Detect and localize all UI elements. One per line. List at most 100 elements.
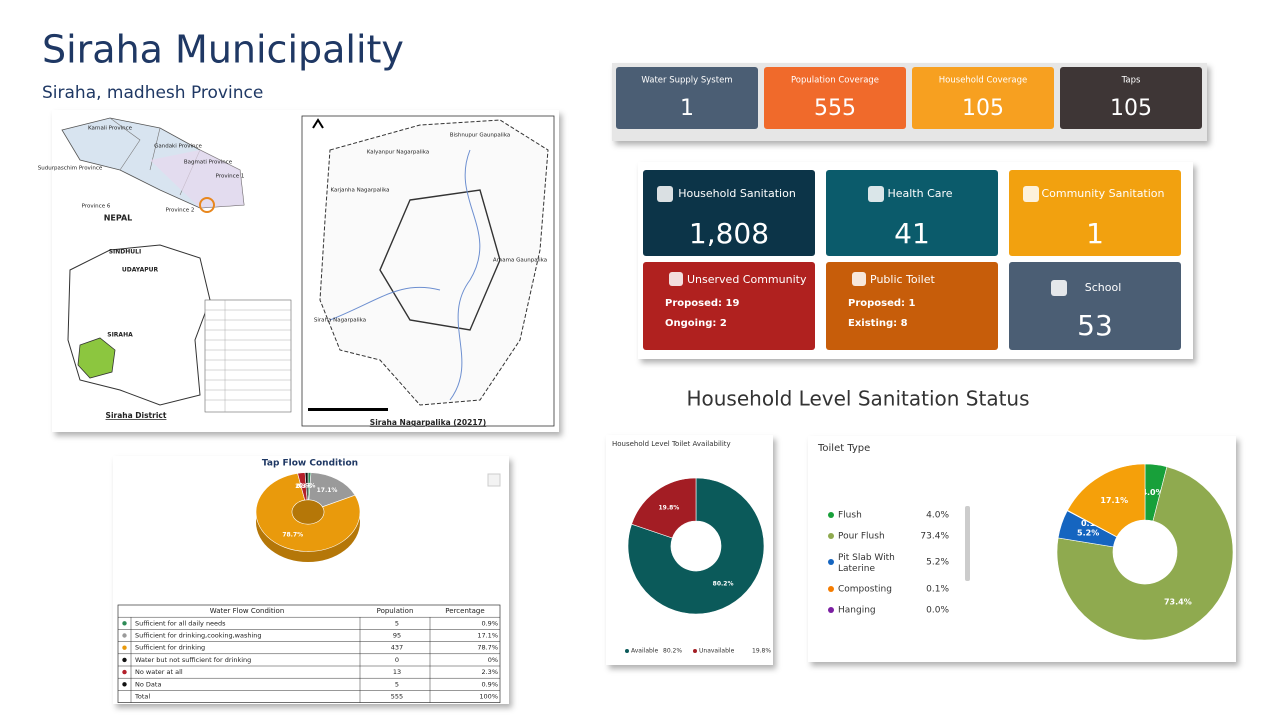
legend-label: Unavailable [699, 648, 735, 655]
map-label: Province 6 [82, 204, 111, 210]
district-highlight [77, 337, 116, 379]
legend-label: Hanging [838, 606, 876, 616]
legend-value: 5.2% [926, 558, 949, 568]
legend-dot [828, 586, 834, 592]
slice-label: 73.4% [1164, 598, 1192, 607]
table-header: Population [377, 607, 414, 615]
map-label: Kalyanpur Nagarpalika [367, 150, 430, 156]
slice-label: 78.7% [282, 532, 303, 539]
legend-dot [122, 669, 127, 675]
table-cell: 95 [393, 632, 401, 640]
card-line: Existing: 8 [848, 318, 908, 329]
legend-label: Flush [838, 511, 862, 521]
legend-label: Pit Slab With Laterine [838, 553, 895, 574]
stat-card [1060, 67, 1202, 129]
stat-card [764, 67, 906, 129]
card-icon [1051, 280, 1067, 296]
stat-card [616, 67, 758, 129]
legend-label: Available [631, 648, 658, 655]
table-header: Water Flow Condition [210, 607, 285, 615]
table-cell: Sufficient for drinking [135, 644, 205, 652]
map-label: SIRAHA [107, 332, 133, 339]
legend-dot [828, 533, 834, 539]
stat-label: Population Coverage [791, 76, 879, 86]
table-cell: 555 [391, 693, 403, 701]
card-icon [852, 272, 866, 286]
card-value: 1,808 [689, 217, 769, 250]
table-cell: 0% [488, 656, 498, 664]
table-cell: 437 [391, 644, 403, 652]
table-cell: Sufficient for drinking,cooking,washing [135, 632, 262, 640]
legend-dot [693, 649, 697, 653]
table-cell: 0.9% [481, 619, 498, 627]
card-label: Health Care [887, 187, 952, 200]
map-label: Karnali Province [88, 126, 133, 132]
subtitle: Siraha, madhesh Province [42, 83, 263, 103]
slice-label: 0.9% [301, 483, 318, 490]
stat-value: 1 [680, 96, 694, 121]
section-title: Household Level Sanitation Status [686, 387, 1029, 411]
stat-value: 555 [814, 96, 856, 121]
map-label: SINDHULI [109, 249, 142, 256]
card-label: School [1085, 281, 1122, 294]
municipality-map [319, 119, 549, 406]
map-labels: Karnali Province Gandaki Province Bagmati … [38, 126, 547, 428]
legend-dot [625, 649, 629, 653]
legend-dot [122, 621, 127, 626]
table-cell: Total [134, 693, 150, 701]
table-cell: 100% [479, 693, 498, 701]
north-arrow [312, 118, 324, 129]
stat-value: 105 [962, 96, 1004, 121]
map-label: Bagmati Province [184, 160, 233, 166]
map-label: Gandaki Province [154, 144, 202, 150]
code-table [204, 299, 292, 413]
card-icon [657, 186, 673, 202]
stat-value: 105 [1110, 96, 1152, 121]
card-label: Community Sanitation [1041, 187, 1164, 200]
pie-slice [627, 477, 765, 615]
legend-dot [122, 682, 127, 687]
legend-dot [122, 645, 127, 650]
legend-value: 0.1% [926, 585, 949, 595]
pie-slice [304, 472, 309, 501]
stat-card [826, 262, 998, 350]
table-cell: No Data [135, 680, 161, 688]
siraha-marker [199, 197, 215, 213]
stat-label: Household Coverage [939, 76, 1027, 86]
card-label: Household Sanitation [678, 187, 796, 200]
map-label: Siraha District [106, 411, 167, 420]
slice-label: 19.8% [658, 505, 679, 512]
legend-value: 19.8% [752, 648, 771, 655]
stat-card [643, 170, 815, 256]
map-label: Arnama Gaunpalika [493, 258, 547, 264]
slice-label: 17.1% [1100, 496, 1128, 505]
map-label: Karjanha Nagarpalika [330, 188, 389, 194]
map-label: Siraha Nagarpalika [314, 318, 366, 324]
card-value: 1 [1086, 217, 1104, 250]
slice-label: 2.3% [295, 483, 312, 490]
card-label: Unserved Community [687, 273, 807, 286]
card-line: Proposed: 19 [665, 298, 739, 309]
map-label: Province 2 [166, 208, 195, 214]
pie-slice [255, 472, 361, 552]
pie-slice [1056, 466, 1234, 641]
map-caption: Siraha Nagarpalika (20217) [370, 418, 486, 427]
menu-button[interactable] [487, 473, 501, 487]
slice-label: 17.1% [317, 487, 338, 494]
legend-dot [828, 512, 834, 518]
stat-card [1009, 170, 1181, 256]
rivers [329, 149, 481, 401]
table-cell: Water but not sufficient for drinking [135, 656, 251, 664]
pie-slice [1067, 463, 1146, 538]
map-label: Sudurpaschim Province [38, 166, 103, 172]
card-line: Proposed: 1 [848, 298, 916, 309]
municipality-border [379, 189, 501, 331]
legend-dot [122, 657, 127, 663]
legend-value: 0.0% [926, 606, 949, 616]
slice-label: 5.2% [1077, 528, 1099, 537]
legend-dot [828, 559, 834, 565]
pie-slice [631, 477, 697, 539]
legend-scrollbar[interactable] [965, 506, 970, 581]
